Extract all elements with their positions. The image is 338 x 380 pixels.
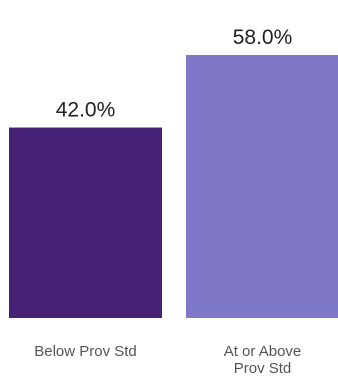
bar-1	[186, 55, 338, 318]
bar-0	[9, 127, 162, 318]
data-label-1: 58.0%	[233, 26, 293, 49]
category-label-0: Below Prov Std	[34, 343, 137, 360]
data-label-0: 42.0%	[56, 99, 116, 122]
category-label-1-line-1: Prov Std	[234, 360, 292, 377]
category-label-1-line-0: At or Above	[224, 343, 302, 360]
